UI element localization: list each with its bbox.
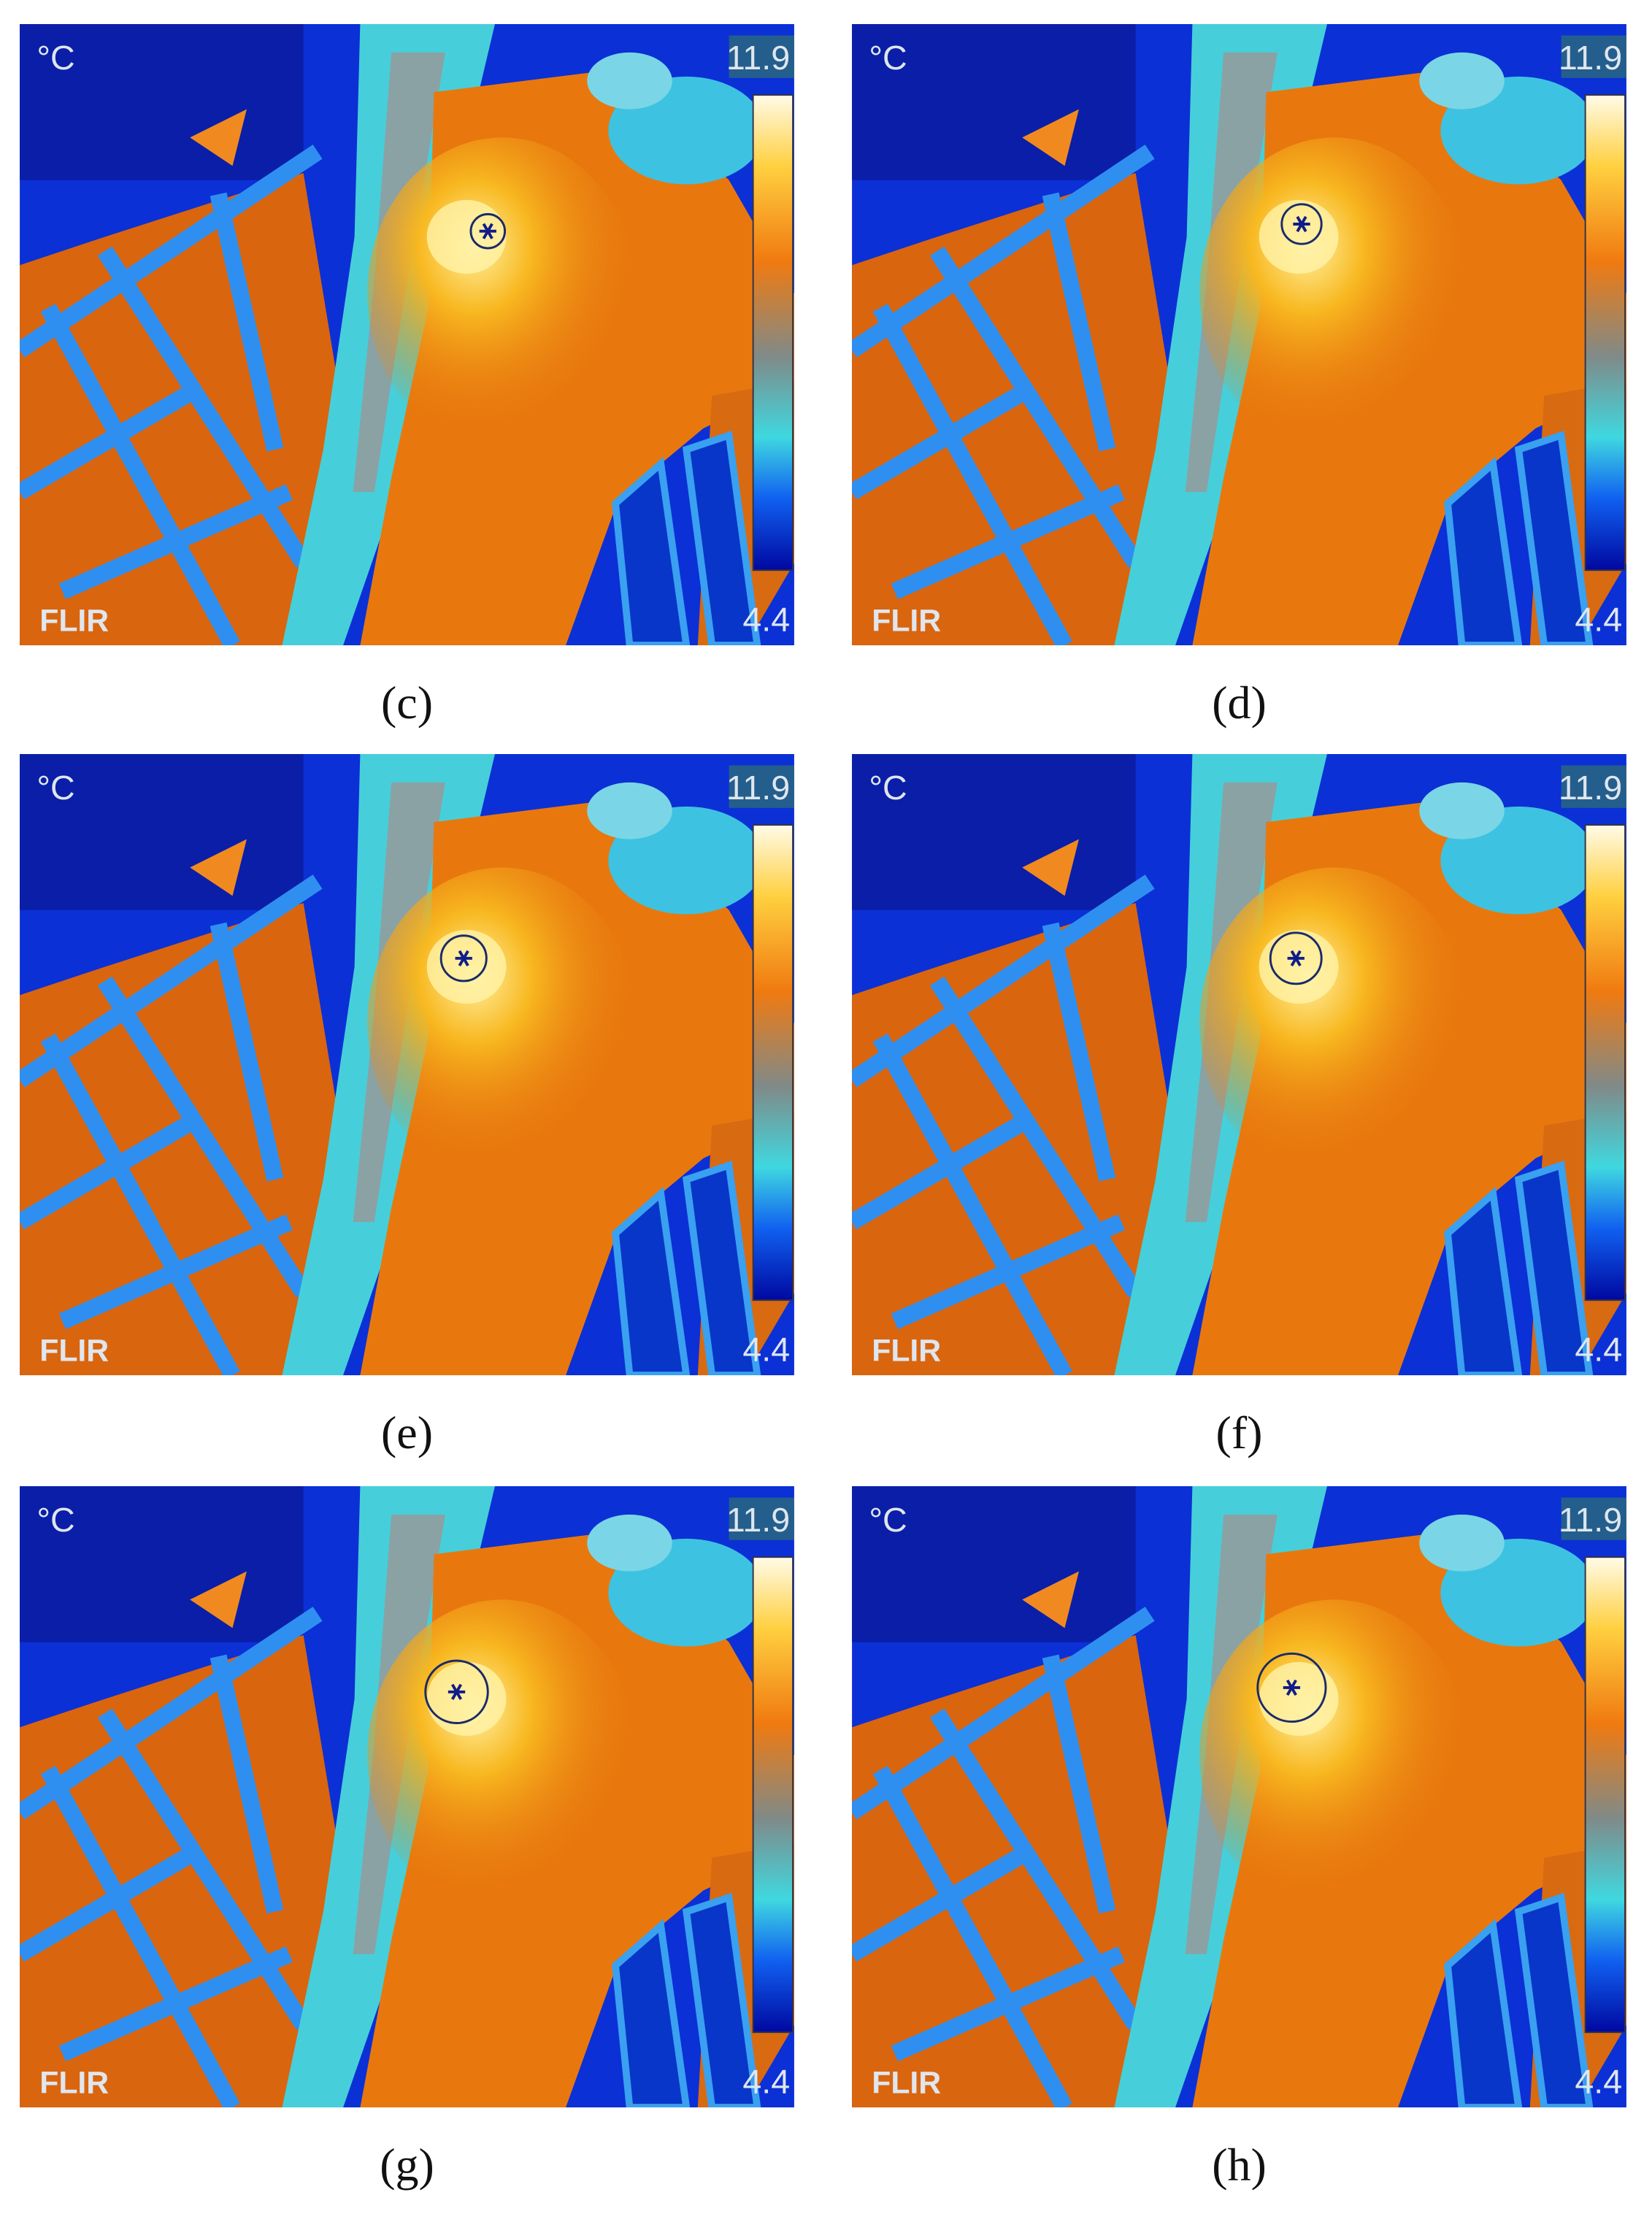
overlay: °C 11.9 4.4 FLIR — [869, 1497, 1626, 2101]
spot-marker — [458, 950, 469, 966]
color-scale — [752, 94, 794, 572]
max-bg — [1561, 1497, 1626, 1540]
spot-marker — [1296, 215, 1307, 233]
spot-circle — [1280, 203, 1323, 245]
unit-label: °C — [869, 769, 907, 807]
scale-min: 4.4 — [1575, 1331, 1622, 1369]
scale-max: 11.9 — [726, 1501, 790, 1539]
panel-label: (c) — [381, 677, 433, 729]
brand-logo: FLIR — [39, 2066, 109, 2101]
brand-logo: FLIR — [872, 1334, 941, 1369]
overlay: °C 11.9 4.4 FLIR — [37, 35, 794, 639]
thermal-panel: °C 11.9 4.4 FLIR — [852, 1486, 1626, 2107]
brand-logo: FLIR — [39, 604, 109, 639]
overlay: °C 11.9 4.4 FLIR — [37, 765, 794, 1369]
thermal-image — [852, 1486, 1626, 2107]
color-scale — [752, 824, 794, 1302]
color-scale — [1584, 1556, 1626, 2034]
panel-label: (h) — [1212, 2139, 1267, 2191]
brand-logo: FLIR — [872, 2066, 941, 2101]
spot-marker — [1290, 950, 1302, 966]
thermal-panel: °C 11.9 4.4 FLIR — [852, 754, 1626, 1375]
thermal-image — [852, 24, 1626, 645]
color-scale — [1584, 94, 1626, 572]
color-scale — [752, 1556, 794, 2034]
brand-logo: FLIR — [39, 1334, 109, 1369]
spot-circle — [1269, 931, 1323, 985]
scale-max: 11.9 — [1559, 769, 1622, 807]
spot-marker — [482, 223, 493, 239]
max-bg — [729, 1497, 794, 1540]
max-bg — [1561, 35, 1626, 78]
unit-label: °C — [869, 39, 907, 77]
panel-label: (g) — [380, 2139, 434, 2191]
thermal-panel: °C 11.9 4.4 FLIR — [20, 1486, 794, 2107]
unit-label: °C — [37, 769, 74, 807]
spot-circle — [1256, 1652, 1327, 1723]
scale-min: 4.4 — [742, 1331, 790, 1369]
scale-min: 4.4 — [742, 2063, 790, 2101]
scale-min: 4.4 — [742, 601, 790, 639]
spot-marker — [451, 1683, 463, 1700]
spot-circle — [424, 1659, 489, 1724]
color-scale — [1584, 824, 1626, 1302]
scale-max: 11.9 — [726, 39, 790, 77]
panel-label: (e) — [381, 1407, 433, 1458]
scale-min: 4.4 — [1575, 2063, 1622, 2101]
overlay: °C 11.9 4.4 FLIR — [869, 35, 1626, 639]
thermal-image — [852, 754, 1626, 1375]
thermal-image — [20, 1486, 794, 2107]
unit-label: °C — [37, 1501, 74, 1539]
scale-max: 11.9 — [726, 769, 790, 807]
scale-max: 11.9 — [1559, 39, 1622, 77]
spot-circle — [439, 934, 488, 983]
spot-circle — [469, 212, 507, 250]
thermal-image — [20, 24, 794, 645]
panel-label: (d) — [1212, 677, 1267, 729]
spot-marker — [1286, 1679, 1297, 1696]
thermal-panel: °C 11.9 4.4 FLIR — [852, 24, 1626, 645]
thermal-panel: °C 11.9 4.4 FLIR — [20, 754, 794, 1375]
max-bg — [1561, 765, 1626, 808]
thermal-image — [20, 754, 794, 1375]
max-bg — [729, 35, 794, 78]
overlay: °C 11.9 4.4 FLIR — [869, 765, 1626, 1369]
thermal-panel: °C 11.9 4.4 FLIR — [20, 24, 794, 645]
overlay: °C 11.9 4.4 FLIR — [37, 1497, 794, 2101]
panel-label: (f) — [1216, 1407, 1263, 1458]
unit-label: °C — [869, 1501, 907, 1539]
scale-max: 11.9 — [1559, 1501, 1622, 1539]
scale-min: 4.4 — [1575, 601, 1622, 639]
brand-logo: FLIR — [872, 604, 941, 639]
max-bg — [729, 765, 794, 808]
unit-label: °C — [37, 39, 74, 77]
